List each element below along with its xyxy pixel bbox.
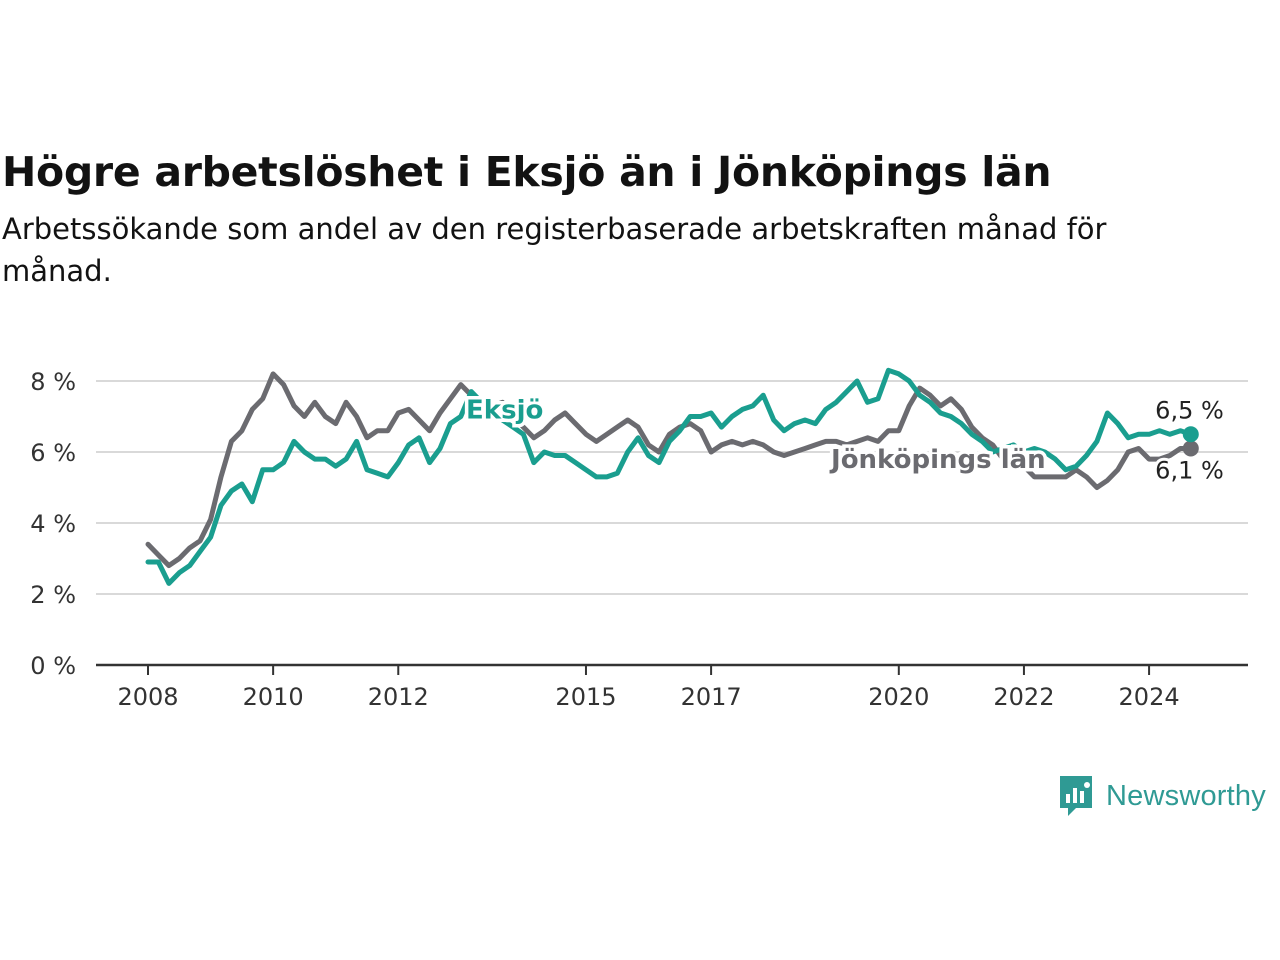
series-line-eksj- (145, 367, 1194, 586)
x-tick-label: 2010 (243, 683, 304, 711)
chart-subtitle: Arbetssökande som andel av den registerb… (2, 212, 1107, 288)
y-tick-label: 8 % (30, 368, 76, 396)
x-tick-label: 2017 (681, 683, 742, 711)
chart-title: Högre arbetslöshet i Eksjö än i Jönköpin… (2, 148, 1052, 196)
series-line-j-nk-pings-l-n (145, 371, 1194, 569)
y-tick-label: 4 % (30, 510, 76, 538)
brand: Newsworthy (1058, 774, 1266, 818)
series-label: Jönköpings län (829, 445, 1046, 475)
brand-name: Newsworthy (1106, 779, 1266, 812)
end-value-label: 6,1 % (1155, 456, 1224, 484)
y-tick-label: 0 % (30, 652, 76, 680)
x-tick-label: 2015 (555, 683, 616, 711)
end-value-label: 6,5 % (1155, 396, 1224, 424)
x-tick-label: 2020 (868, 683, 929, 711)
newsworthy-logo-icon (1060, 776, 1092, 816)
x-tick-label: 2024 (1119, 683, 1180, 711)
y-tick-label: 2 % (30, 581, 76, 609)
end-point-marker (1182, 440, 1199, 457)
x-tick-label: 2012 (368, 683, 429, 711)
y-tick-label: 6 % (30, 439, 76, 467)
series-label: Eksjö (466, 395, 543, 425)
x-tick-label: 2008 (117, 683, 178, 711)
end-point-marker (1182, 426, 1199, 443)
x-tick-label: 2022 (993, 683, 1054, 711)
